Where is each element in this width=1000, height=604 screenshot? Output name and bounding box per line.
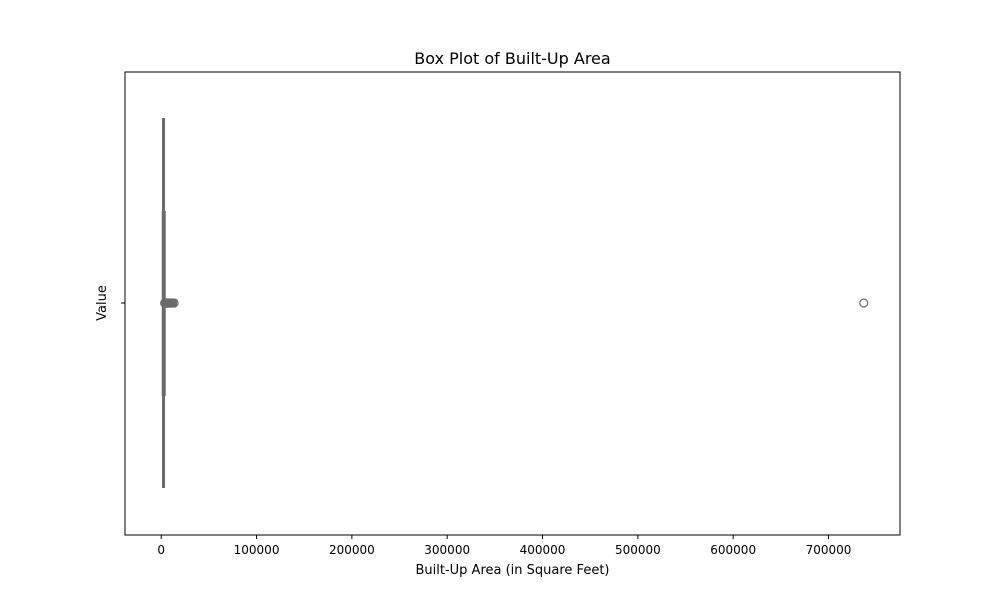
y-axis-label: Value [95,285,110,321]
x-tick-label: 100000 [234,543,280,557]
x-tick-label: 400000 [520,543,566,557]
x-tick-label: 300000 [424,543,470,557]
outlier-point [169,298,179,308]
x-tick-label: 500000 [615,543,661,557]
chart-title: Box Plot of Built-Up Area [414,49,610,68]
axes-frame [124,71,901,536]
x-tick-label: 700000 [806,543,852,557]
x-tick-label: 600000 [710,543,756,557]
x-axis-ticks: 0 100000 200000 300000 400000 500000 600000 700… [157,535,851,557]
x-tick-label: 0 [157,543,165,557]
plot-area [160,118,869,488]
outlier-point [859,298,869,308]
x-tick-label: 200000 [329,543,375,557]
x-axis-label: Built-Up Area (in Square Feet) [415,563,609,578]
